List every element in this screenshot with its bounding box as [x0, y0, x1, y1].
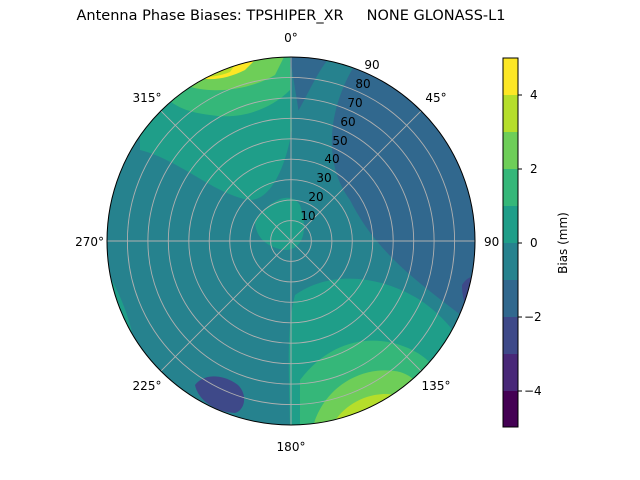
- radial-tick-label: 50: [332, 134, 347, 148]
- radial-tick-label: 90: [364, 58, 379, 72]
- colorbar-tick-label: −2: [524, 310, 542, 324]
- angle-tick-label: 225°: [133, 379, 162, 393]
- colorbar-tick-label: 2: [530, 162, 538, 176]
- angle-tick-label: 315°: [133, 91, 162, 105]
- angle-tick-label: 45°: [425, 91, 446, 105]
- polar-frame: [106, 56, 476, 426]
- polar-grid: [107, 57, 475, 425]
- angle-tick-label: 270°: [75, 235, 104, 249]
- angle-tick-label: 0°: [284, 31, 298, 45]
- radial-tick-label: 10: [300, 209, 315, 223]
- angle-tick-label: 180°: [277, 440, 306, 454]
- radial-tick-label: 80: [355, 77, 370, 91]
- colorbar-label: Bias (mm): [556, 212, 570, 274]
- radial-tick-label: 40: [324, 152, 339, 166]
- angle-tick-label: 135°: [422, 379, 451, 393]
- colorbar-tick-label: 4: [530, 88, 538, 102]
- chart-title: Antenna Phase Biases: TPSHIPER_XR NONE G…: [76, 8, 506, 24]
- colorbar: [502, 57, 522, 428]
- angle-tick-label: 90: [484, 235, 499, 249]
- radial-tick-label: 70: [347, 96, 362, 110]
- radial-tick-label: 20: [308, 190, 323, 204]
- radial-tick-label: 60: [340, 115, 355, 129]
- radial-tick-label: 30: [316, 171, 331, 185]
- colorbar-tick-label: 0: [530, 236, 538, 250]
- colorbar-tick-label: −4: [524, 384, 542, 398]
